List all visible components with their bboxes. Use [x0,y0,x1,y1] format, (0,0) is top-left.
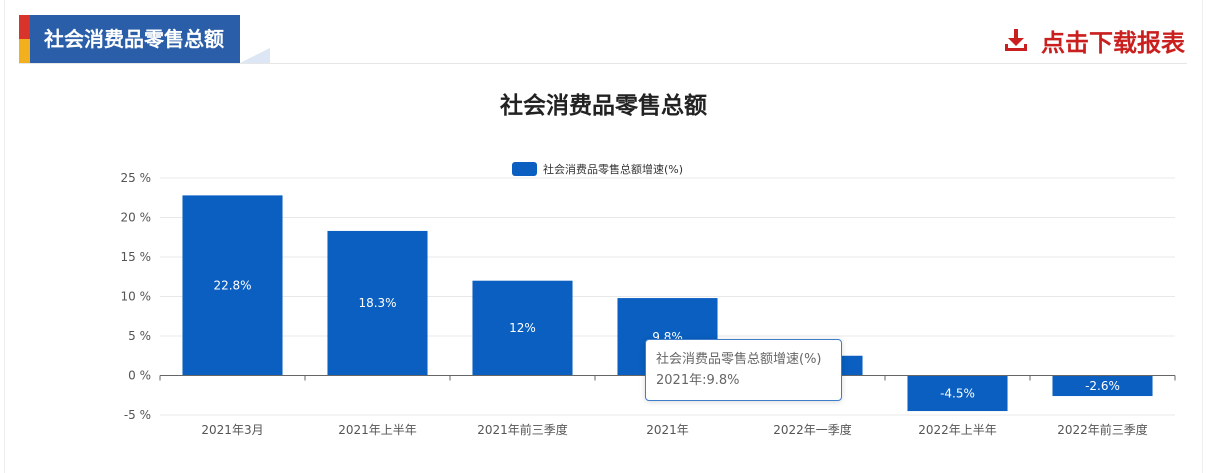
x-category-label: 2022年一季度 [773,422,852,437]
bar-data-label: 22.8% [213,278,251,292]
chart-card [4,0,1203,473]
bar[interactable] [327,230,428,376]
bar-data-label: 18.3% [358,296,396,310]
bar[interactable] [182,195,283,376]
bar-data-label: 12% [509,321,536,335]
y-tick-label: 5 % [128,329,151,343]
chart-tooltip: 社会消费品零售总额增速(%) 2021年:9.8% [645,339,842,401]
bar-data-label: -4.5% [940,386,975,400]
chart-legend[interactable]: 社会消费品零售总额增速(%) [512,161,683,177]
y-tick-label: 25 % [121,171,152,185]
x-category-label: 2021年 [646,423,689,437]
bar-data-label: -2.6% [1085,379,1120,393]
x-category-label: 2021年上半年 [338,423,417,437]
x-category-label: 2021年3月 [201,423,263,437]
tooltip-title: 社会消费品零售总额增速(%) [656,352,822,367]
download-label: 点击下载报表 [1041,28,1185,57]
section-tab-title: 社会消费品零售总额 [30,15,240,63]
y-tick-label: -5 % [124,408,151,422]
legend-label: 社会消费品零售总额增速(%) [543,163,684,176]
y-tick-label: 15 % [121,250,152,264]
chart-title: 社会消费品零售总额 [500,93,707,119]
x-category-label: 2022年上半年 [918,423,997,437]
tab-decoration [240,48,270,63]
download-icon [1005,29,1027,51]
y-tick-label: 0 % [128,369,151,383]
bar[interactable] [1052,375,1153,397]
bar[interactable] [907,375,1008,412]
tab-accent-yellow [19,39,30,63]
header-divider [19,63,1187,64]
bar[interactable] [472,280,573,376]
y-tick-label: 10 % [121,290,152,304]
y-tick-label: 20 % [121,211,152,225]
x-category-label: 2022年前三季度 [1057,422,1148,437]
download-report-button[interactable]: 点击下载报表 [1003,22,1185,58]
tooltip-value: 2021年:9.8% [656,373,740,388]
x-category-label: 2021年前三季度 [477,422,568,437]
page-header: 社会消费品零售总额 点击下载报表 [0,0,1207,64]
tab-accent-red [19,15,30,39]
legend-swatch [512,162,537,176]
